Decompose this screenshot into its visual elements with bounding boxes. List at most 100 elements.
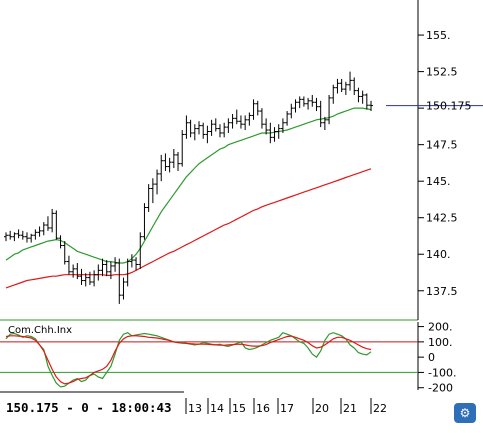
ohlc-bar: [222, 122, 227, 138]
ohlc-bar: [205, 125, 210, 144]
time-tick-label: 17: [280, 402, 294, 415]
last-price-label: 150.175: [426, 100, 472, 113]
indicator-tick-label: 0: [428, 351, 435, 364]
ohlc-bar: [113, 257, 118, 272]
ohlc-bar: [226, 118, 231, 133]
time-tick-label: 22: [373, 402, 387, 415]
ohlc-bar: [360, 90, 365, 104]
ohlc-bar: [71, 264, 76, 278]
ohlc-bar: [255, 100, 260, 116]
ohlc-bar: [8, 230, 13, 240]
indicator-lines: [5, 332, 372, 388]
ohlc-bar: [322, 116, 327, 131]
price-readout: 150.175 - 0 - 18:00:43: [6, 400, 172, 415]
readout-time: 18:00:43: [111, 400, 171, 415]
ohlc-bar: [369, 100, 374, 112]
ohlc-bar: [238, 115, 243, 129]
price-tick-label: 140.: [426, 248, 451, 261]
ohlc-bar: [268, 122, 273, 144]
ohlc-bar: [41, 222, 46, 236]
readout-sep-1: -: [59, 400, 82, 415]
readout-price: 150.175: [6, 400, 59, 415]
ohlc-bar: [138, 232, 143, 269]
ohlc-bar: [142, 203, 147, 240]
indicator-levels: [0, 341, 418, 373]
ohlc-bar: [45, 216, 50, 231]
indicator-tick-label: 100.: [428, 336, 453, 349]
price-panel[interactable]: 137.5 140. 142.5 145. 147.5 152.5 155. 150.175: [0, 0, 483, 321]
ohlc-bar: [79, 268, 84, 285]
ohlc-bar: [310, 94, 315, 107]
ohlc-bar: [159, 154, 164, 182]
ohlc-bar: [331, 84, 336, 104]
ohlc-bar: [50, 208, 55, 233]
ohlc-bar: [117, 258, 122, 304]
time-tick-label: 13: [188, 402, 202, 415]
time-axis: 150.175 - 0 - 18:00:43 13 14 15 16 17 20 21 22: [0, 391, 387, 415]
ohlc-bar: [58, 235, 63, 249]
ohlc-bar: [293, 99, 298, 113]
indicator-tick-label: -200: [428, 382, 453, 395]
price-tick-label: 152.5: [426, 66, 458, 79]
ohlc-bar: [92, 270, 97, 287]
time-tick-label: 16: [256, 402, 270, 415]
ohlc-bar: [327, 94, 332, 125]
ohlc-bar: [276, 124, 281, 139]
ohlc-bar: [54, 210, 59, 240]
ohlc-bar: [364, 93, 369, 110]
price-tick-label: 137.5: [426, 285, 458, 298]
price-tick-label: 145.: [426, 175, 451, 188]
ohlc-bar: [209, 119, 214, 136]
ohlc-bar: [230, 113, 235, 129]
ohlc-bar: [33, 229, 38, 240]
time-tick-label: 14: [210, 402, 224, 415]
time-tick-label: 20: [315, 402, 329, 415]
ohlc-bar: [121, 277, 126, 300]
ohlc-bar: [20, 230, 25, 240]
ohlc-bar: [348, 71, 353, 91]
ohlc-bar: [197, 121, 201, 135]
price-bars: [4, 71, 374, 304]
ohlc-bar: [259, 108, 264, 129]
ohlc-bar: [264, 118, 269, 135]
ohlc-bar: [318, 100, 323, 128]
indicator-tick-label: 200.: [428, 321, 453, 334]
ohlc-bar: [66, 255, 71, 275]
price-tick-label: 142.5: [426, 212, 458, 225]
ohlc-bar: [83, 273, 88, 287]
ohlc-bar: [4, 232, 8, 242]
ohlc-bar: [306, 97, 311, 110]
ohlc-bar: [29, 233, 34, 243]
ohlc-bar: [314, 97, 319, 112]
ohlc-bar: [146, 184, 151, 212]
ohlc-bar: [167, 157, 172, 173]
ohlc-bar: [16, 229, 21, 239]
ohlc-bar: [134, 257, 139, 271]
ohlc-bar: [301, 96, 306, 107]
price-tick-label: 155.: [426, 29, 451, 42]
moving-average-line-2: [5, 168, 372, 289]
ohlc-bar: [155, 169, 160, 195]
readout-sep-2: -: [89, 400, 112, 415]
ohlc-bar: [100, 258, 105, 277]
ohlc-bar: [339, 78, 344, 93]
ohlc-bar: [12, 232, 17, 242]
ohlc-bar: [251, 99, 256, 120]
ohlc-bar: [289, 103, 294, 119]
ohlc-bar: [176, 151, 181, 171]
ohlc-bar: [213, 118, 218, 132]
indicator-panel[interactable]: Com.Chh.Inx 200. 100. 0 -100. -200: [0, 321, 456, 395]
moving-average-line-1: [5, 107, 372, 264]
ohlc-bar: [335, 78, 340, 94]
indicator-label: Com.Chh.Inx: [8, 325, 72, 336]
ohlc-bar: [24, 232, 29, 243]
settings-app-icon[interactable]: ⚙: [454, 403, 476, 423]
ohlc-bar: [192, 124, 197, 141]
ohlc-bar: [285, 111, 290, 126]
ohlc-bar: [37, 226, 42, 237]
time-axis-labels: 13 14 15 16 17 20 21 22: [185, 398, 387, 415]
ohlc-bar: [87, 271, 92, 285]
ohlc-bar: [356, 87, 361, 103]
ohlc-bar: [217, 124, 222, 138]
